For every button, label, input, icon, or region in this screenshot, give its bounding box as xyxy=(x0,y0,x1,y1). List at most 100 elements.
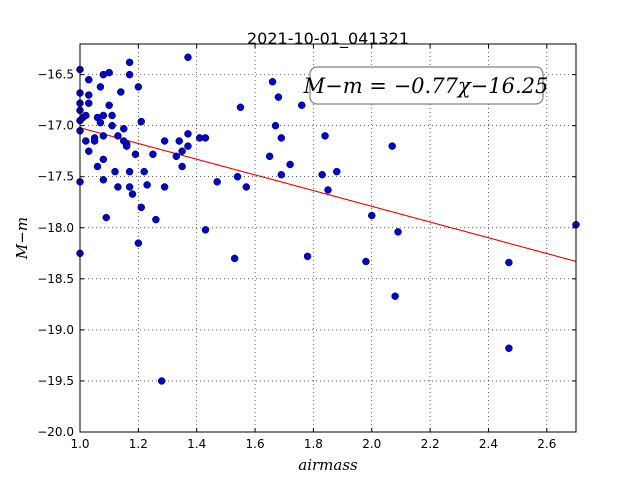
data-point xyxy=(137,203,146,212)
y-tick-label: −19.0 xyxy=(37,323,74,337)
data-point xyxy=(303,252,312,261)
x-tick-label: 1.2 xyxy=(129,437,148,451)
data-point xyxy=(160,183,169,191)
data-point xyxy=(111,167,119,176)
data-point xyxy=(333,167,341,176)
y-axis-label: M−m xyxy=(13,217,31,260)
data-point xyxy=(125,58,134,67)
data-point xyxy=(505,344,513,353)
data-point xyxy=(85,75,93,84)
data-point xyxy=(184,130,192,138)
data-point xyxy=(99,132,108,140)
data-point xyxy=(201,226,210,234)
data-point xyxy=(242,183,251,191)
x-axis-label: airmass xyxy=(298,456,358,474)
data-point xyxy=(175,137,183,145)
fit-equation-frame xyxy=(309,66,544,105)
data-point xyxy=(99,111,108,120)
y-tick-label: −18.0 xyxy=(37,221,74,235)
data-point xyxy=(184,142,192,150)
fit-equation-text: M−m = −0.77χ−16.25 xyxy=(303,74,549,98)
data-point xyxy=(178,147,186,155)
data-point xyxy=(160,137,169,145)
x-tick-label: 2.4 xyxy=(479,437,498,451)
data-point xyxy=(391,292,399,300)
data-point xyxy=(271,121,280,130)
data-point xyxy=(152,215,160,224)
data-point xyxy=(201,134,210,142)
data-point xyxy=(90,137,99,145)
data-point xyxy=(388,142,396,150)
data-point xyxy=(85,147,93,155)
data-point xyxy=(277,134,286,142)
y-tick-label: −16.5 xyxy=(37,68,74,82)
data-point xyxy=(362,257,370,266)
y-axis-ticks: −16.5 −17.0 −17.5 −18.0 −18.5 −19.0 −19.5 −20.0 xyxy=(37,68,576,439)
data-point xyxy=(102,213,111,222)
data-point xyxy=(114,132,122,140)
data-point xyxy=(82,137,90,145)
data-point xyxy=(120,124,128,133)
data-point xyxy=(93,162,102,171)
data-point xyxy=(114,183,122,191)
data-point xyxy=(140,167,148,176)
x-tick-label: 2.0 xyxy=(362,437,381,451)
data-point xyxy=(230,254,239,263)
data-point xyxy=(178,162,186,171)
data-point xyxy=(213,178,221,186)
data-point xyxy=(125,70,134,79)
data-point xyxy=(236,103,245,112)
y-tick-label: −20.0 xyxy=(37,425,74,439)
data-point xyxy=(99,155,108,164)
data-point xyxy=(505,258,513,267)
y-tick-label: −18.5 xyxy=(37,272,74,286)
plot-area-frame xyxy=(79,43,577,433)
data-point xyxy=(108,121,116,130)
data-points xyxy=(76,53,580,385)
data-point xyxy=(286,160,294,169)
data-point xyxy=(268,78,277,86)
data-point xyxy=(117,88,125,96)
x-axis-ticks: 1.0 1.2 1.4 1.6 1.8 2.0 2.2 2.4 2.6 xyxy=(70,44,556,451)
data-point xyxy=(85,91,93,99)
data-point xyxy=(277,170,286,179)
data-point xyxy=(134,83,143,91)
x-tick-label: 2.2 xyxy=(421,437,440,451)
data-point xyxy=(125,167,134,176)
y-tick-label: −17.0 xyxy=(37,119,74,133)
fit-line-group xyxy=(79,127,577,262)
data-point xyxy=(321,132,329,140)
y-tick-label: −17.5 xyxy=(37,170,74,184)
x-tick-label: 1.8 xyxy=(304,437,323,451)
data-point xyxy=(99,176,108,184)
data-point xyxy=(394,228,402,236)
data-point xyxy=(137,117,146,126)
x-tick-label: 1.6 xyxy=(246,437,265,451)
x-tick-label: 2.6 xyxy=(537,437,556,451)
data-point xyxy=(128,190,137,198)
data-point xyxy=(134,239,143,247)
x-tick-label: 1.4 xyxy=(187,437,206,451)
chart-title: 2021-10-01_041321 xyxy=(247,29,409,49)
data-point xyxy=(157,377,166,385)
data-point xyxy=(96,118,105,127)
data-point xyxy=(297,101,306,110)
data-point xyxy=(368,211,376,220)
fit-line xyxy=(79,127,577,262)
y-tick-label: −19.5 xyxy=(37,374,74,388)
data-point xyxy=(85,99,93,107)
data-point xyxy=(105,101,113,110)
data-point xyxy=(108,111,116,120)
data-point xyxy=(82,111,90,120)
data-point xyxy=(143,181,151,189)
data-point xyxy=(149,150,157,159)
x-tick-label: 1.0 xyxy=(70,437,89,451)
data-point xyxy=(131,150,140,159)
data-point xyxy=(96,83,105,91)
data-point xyxy=(324,186,332,194)
data-point xyxy=(318,170,326,179)
data-point xyxy=(233,172,242,181)
data-point xyxy=(122,142,131,150)
data-point xyxy=(125,183,134,191)
